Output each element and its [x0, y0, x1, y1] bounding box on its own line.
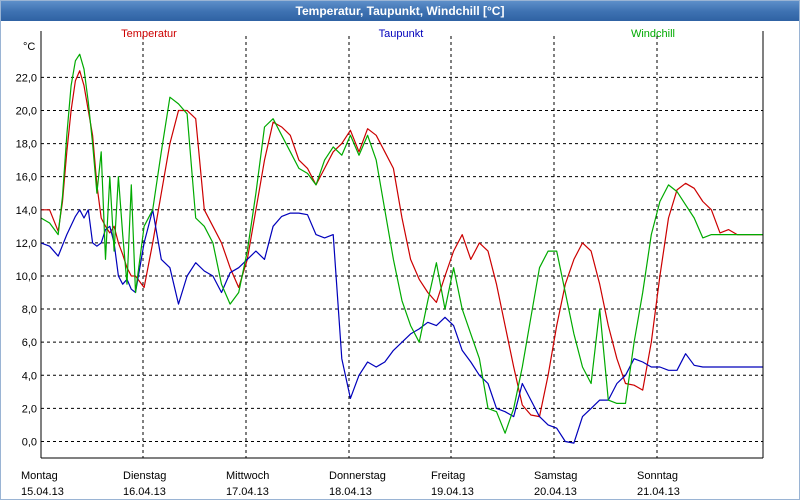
axes	[40, 31, 764, 459]
x-tick-weekday: Sonntag	[637, 470, 678, 482]
labels: 0,0 2,0 4,0 6,0 8,0 10,0 12,0 14,0 16,0 18,0 20,0 2…	[16, 28, 680, 498]
y-tick-label: 0,0	[22, 436, 37, 448]
x-tick-weekday: Samstag	[534, 470, 577, 482]
series-line-windchill	[40, 53, 763, 434]
y-tick-label: 18,0	[16, 139, 37, 151]
x-tick-date: 19.04.13	[431, 486, 474, 498]
y-tick-label: 12,0	[16, 238, 37, 250]
y-tick-label: 2,0	[22, 403, 37, 415]
legend-taupunkt: Taupunkt	[379, 28, 424, 40]
legend-temperatur: Temperatur	[121, 28, 177, 40]
y-tick-label: 16,0	[16, 172, 37, 184]
legend-windchill: Windchill	[631, 28, 675, 40]
series-lines	[40, 53, 763, 444]
x-tick-date: 16.04.13	[123, 486, 166, 498]
y-axis-unit: °C	[23, 41, 35, 53]
y-tick-label: 10,0	[16, 271, 37, 283]
series-line-taupunkt	[40, 209, 763, 444]
x-tick-weekday: Freitag	[431, 470, 465, 482]
y-tick-label: 6,0	[22, 337, 37, 349]
x-tick-date: 21.04.13	[637, 486, 680, 498]
x-tick-date: 18.04.13	[329, 486, 372, 498]
weather-chart: 0,0 2,0 4,0 6,0 8,0 10,0 12,0 14,0 16,0 18,0 20,0 2…	[16, 28, 764, 498]
y-tick-label: 20,0	[16, 105, 37, 117]
x-tick-date: 17.04.13	[226, 486, 269, 498]
y-tick-label: 22,0	[16, 72, 37, 84]
y-tick-label: 8,0	[22, 304, 37, 316]
x-tick-weekday: Montag	[21, 470, 58, 482]
x-tick-weekday: Mittwoch	[226, 470, 269, 482]
window-title: Temperatur, Taupunkt, Windchill [°C]	[1, 1, 799, 21]
y-tick-label: 4,0	[22, 370, 37, 382]
grid	[41, 36, 763, 458]
series-line-temperatur	[41, 70, 763, 418]
x-tick-date: 20.04.13	[534, 486, 577, 498]
x-tick-date: 15.04.13	[21, 486, 64, 498]
x-tick-weekday: Dienstag	[123, 470, 166, 482]
x-tick-weekday: Donnerstag	[329, 470, 386, 482]
y-tick-label: 14,0	[16, 205, 37, 217]
